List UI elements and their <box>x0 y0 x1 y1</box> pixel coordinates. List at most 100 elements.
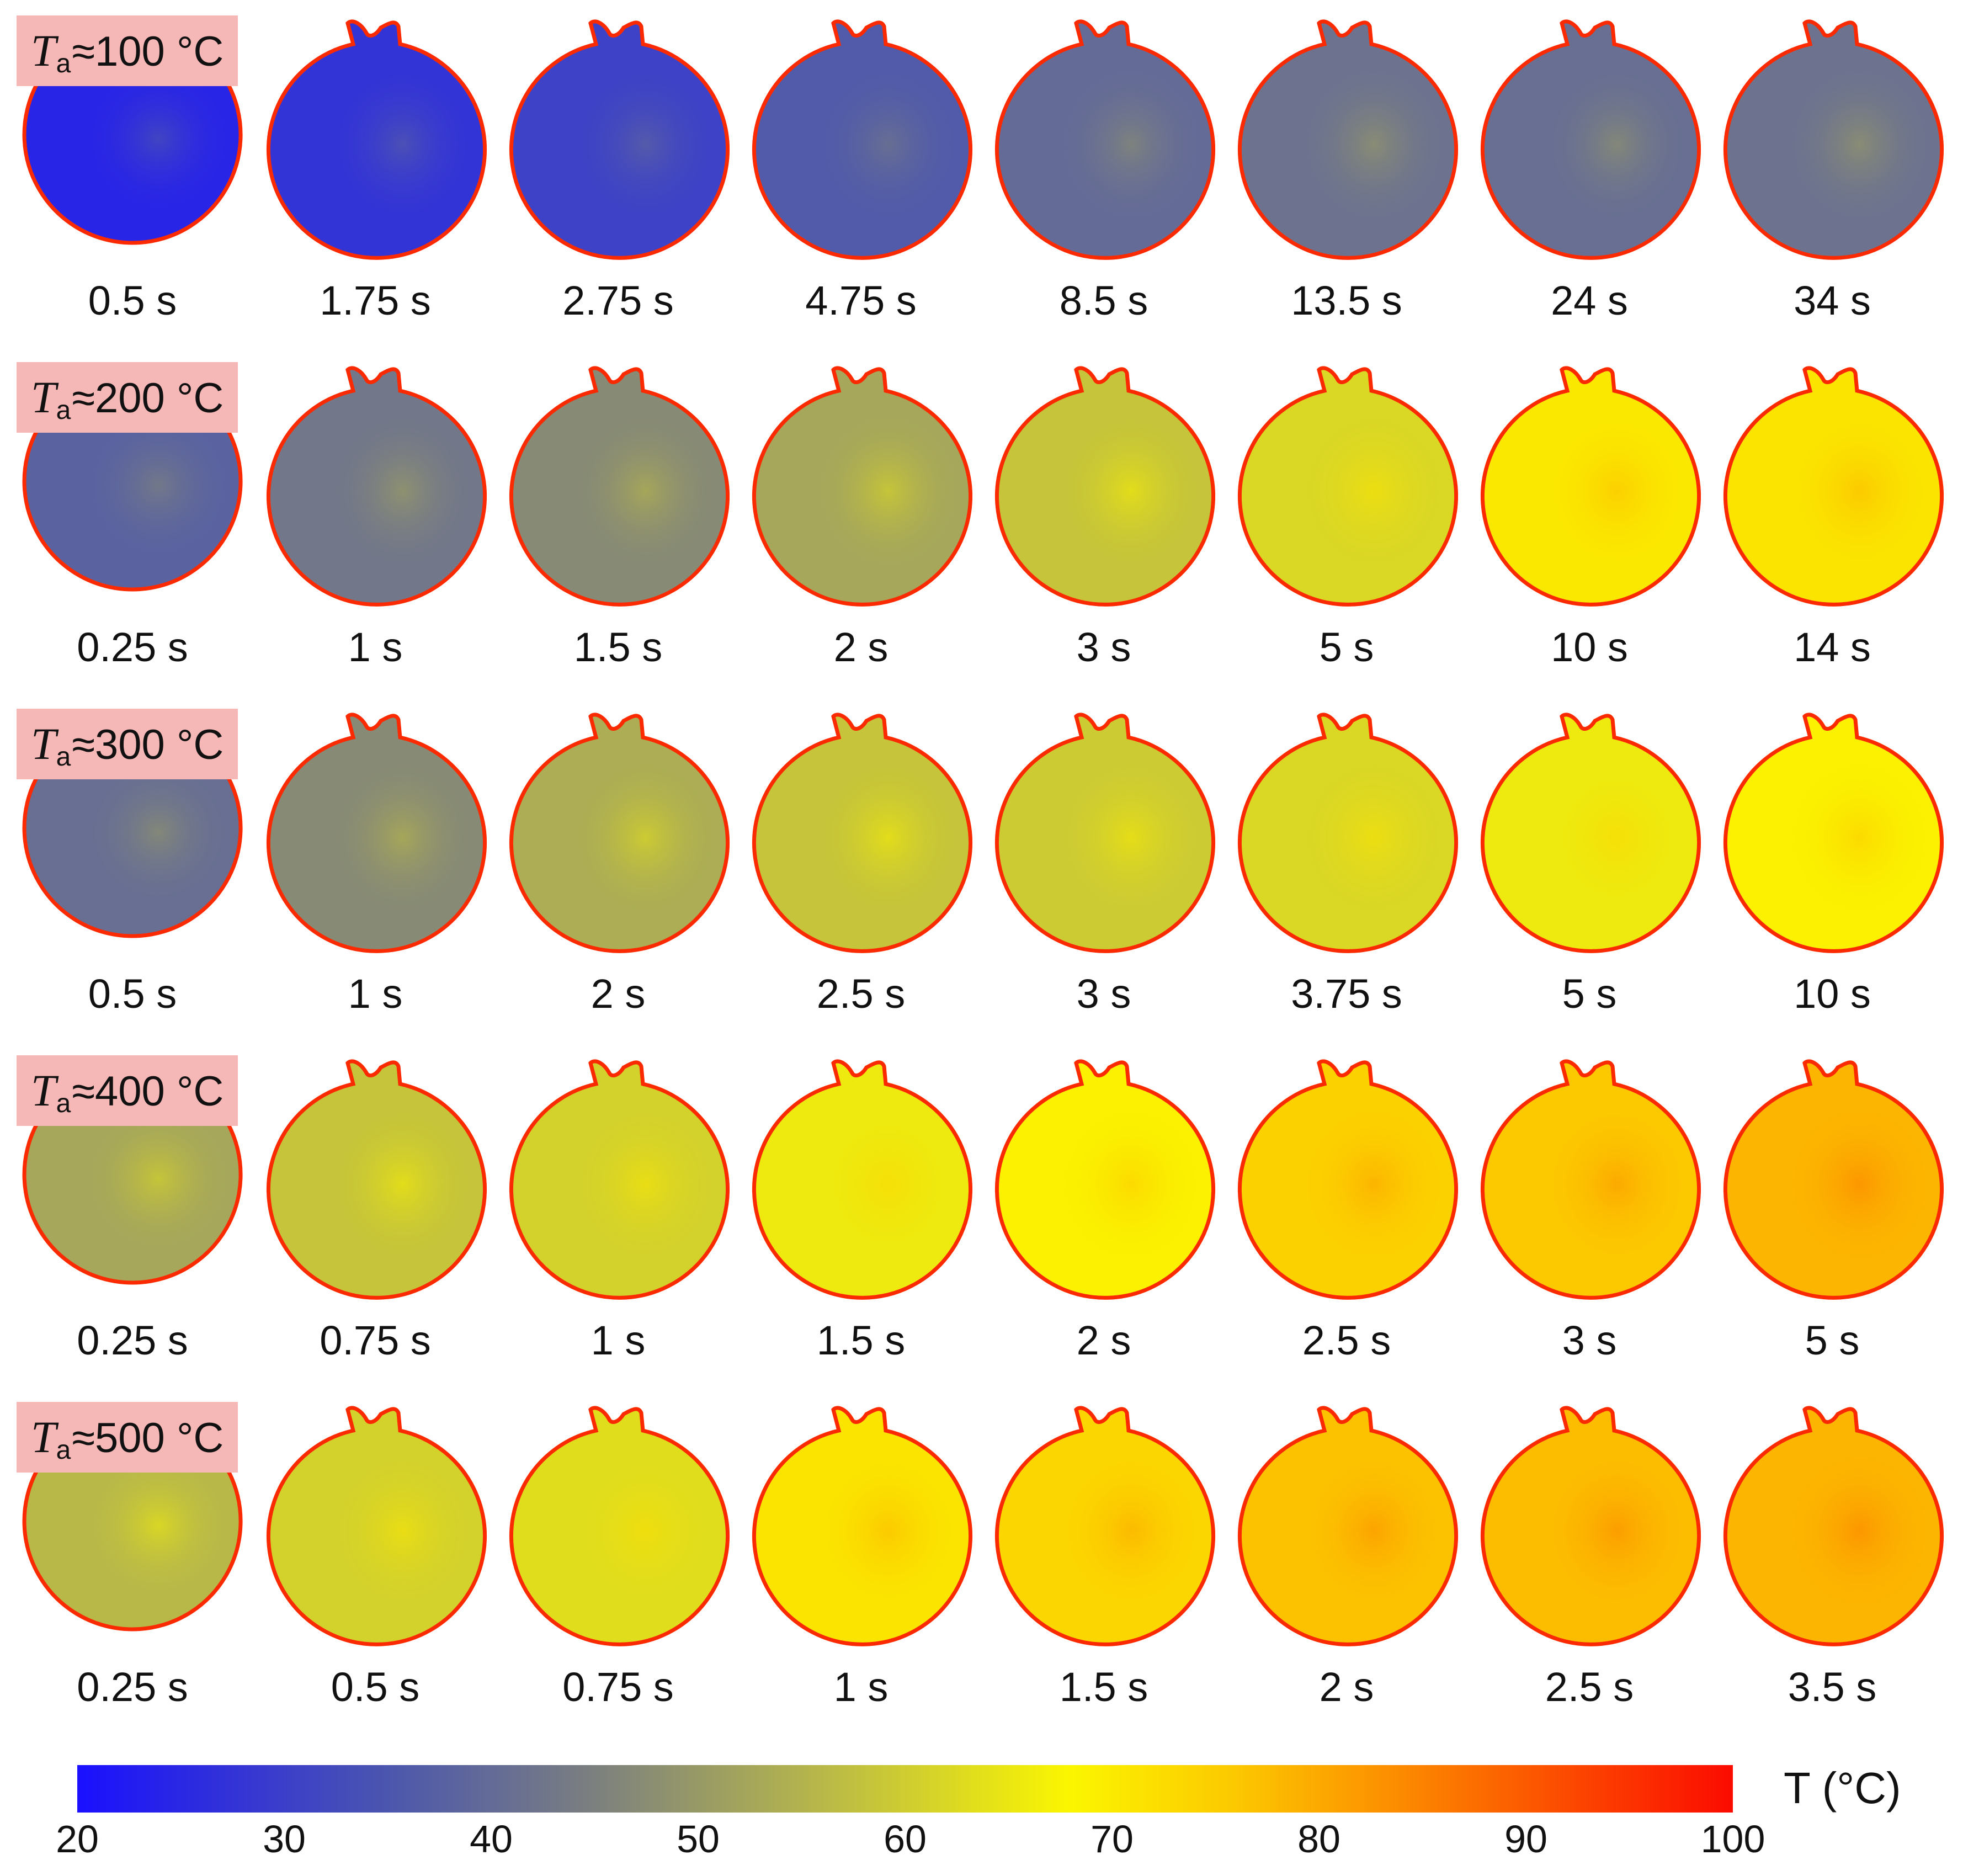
disc-heat-overlay <box>511 368 728 605</box>
thermal-frame: 2 s <box>740 347 982 693</box>
thermal-frame: 14 s <box>1711 347 1954 693</box>
disc-heat-overlay <box>1239 1061 1456 1298</box>
label-symbol: T <box>31 372 56 422</box>
frame-time: 2.5 s <box>1545 1664 1634 1710</box>
frame-time: 8.5 s <box>1059 278 1148 323</box>
disc-heat-overlay <box>511 1061 728 1298</box>
thermal-frame: 5 s <box>1225 347 1468 693</box>
frame-time: 2 s <box>591 971 646 1017</box>
experiment-row-3: Ta≈300 °C 0.5 s 1 s 2 s 2.5 s 3 s 3.75 s 5 s 10 … <box>0 693 1963 1040</box>
experiment-row-5: Ta≈500 °C 0.25 s 0.5 s 0.75 s 1 s 1.5 s 2 s 2.5… <box>0 1386 1963 1733</box>
colorbar-tick-label: 100 <box>1700 1817 1765 1861</box>
thermal-frame: 3.75 s <box>1225 693 1468 1040</box>
thermal-disc-image <box>267 1059 487 1300</box>
thermal-frame: 1.75 s <box>254 0 497 347</box>
disc-heat-overlay <box>754 1407 971 1645</box>
thermal-frame: 13.5 s <box>1225 0 1468 347</box>
thermal-disc-image <box>752 1406 972 1646</box>
thermal-disc-image <box>1238 19 1458 260</box>
thermal-frame: 3 s <box>982 347 1225 693</box>
disc-heat-overlay <box>754 714 971 952</box>
thermal-disc-image <box>995 713 1215 953</box>
thermal-frame: 1 s <box>497 1040 740 1386</box>
experiment-row-1: Ta≈100 °C 0.5 s 1.75 s 2.75 s 4.75 s 8.5 s 13.… <box>0 0 1963 347</box>
thermal-disc-image <box>267 19 487 260</box>
thermal-frame: 0.5 s <box>254 1386 497 1733</box>
thermal-disc-image <box>1481 1406 1701 1646</box>
frame-time: 4.75 s <box>805 278 917 323</box>
thermal-frame: 24 s <box>1468 0 1711 347</box>
frame-time: 3 s <box>1076 971 1131 1017</box>
frame-time: 2 s <box>833 624 889 670</box>
disc-heat-overlay <box>754 21 971 258</box>
thermal-frame: 2 s <box>982 1040 1225 1386</box>
thermal-disc-image <box>1238 1406 1458 1646</box>
frame-time: 2 s <box>1076 1317 1131 1363</box>
frame-time: 0.75 s <box>562 1664 674 1710</box>
frame-time: 5 s <box>1319 624 1374 670</box>
label-subscript: a <box>56 1089 71 1118</box>
frame-time: 1.5 s <box>573 624 663 670</box>
label-value: ≈400 °C <box>72 1068 224 1115</box>
colorbar-tick-label: 90 <box>1504 1817 1547 1861</box>
thermal-frame: 2.5 s <box>1225 1040 1468 1386</box>
thermal-disc-image <box>1723 713 1944 953</box>
frame-time: 1 s <box>591 1317 646 1363</box>
label-symbol: T <box>31 25 56 76</box>
disc-heat-overlay <box>268 714 485 952</box>
thermal-disc-image <box>1723 366 1944 607</box>
thermal-disc-image <box>509 1406 730 1646</box>
disc-heat-overlay <box>511 1407 728 1645</box>
thermal-disc-image <box>752 1059 972 1300</box>
thermal-frame: 4.75 s <box>740 0 982 347</box>
thermal-image-grid: Ta ≈100 °C 0.5 s 1.75 s 2.75 s 4.75 s 8.5 s 13.… <box>0 0 1963 1733</box>
thermal-frame: 1.5 s <box>982 1386 1225 1733</box>
thermal-disc-image <box>1723 1059 1944 1300</box>
thermal-frame: 0.75 s <box>254 1040 497 1386</box>
thermal-frame: 1 s <box>254 347 497 693</box>
label-value: ≈500 °C <box>72 1415 224 1462</box>
disc-heat-overlay <box>997 1407 1214 1645</box>
disc-heat-overlay <box>1725 714 1942 952</box>
frame-time: 24 s <box>1551 278 1628 323</box>
disc-heat-overlay <box>268 1407 485 1645</box>
ambient-temperature-label: Ta≈200 °C <box>17 362 238 433</box>
thermal-frame: 2.75 s <box>497 0 740 347</box>
thermal-disc-image <box>1481 1059 1701 1300</box>
thermal-frame: 5 s <box>1468 693 1711 1040</box>
label-symbol: T <box>31 1412 56 1462</box>
disc-heat-overlay <box>1725 21 1942 258</box>
colorbar-tick-label: 50 <box>677 1817 720 1861</box>
thermal-frame: 3 s <box>982 693 1225 1040</box>
label-subscript: a <box>56 742 71 772</box>
frame-time: 14 s <box>1794 624 1871 670</box>
frame-time: 1 s <box>833 1664 889 1710</box>
frame-time: 1.75 s <box>320 278 431 323</box>
disc-heat-overlay <box>1482 1407 1699 1645</box>
disc-heat-overlay <box>997 1061 1214 1298</box>
frame-time: 3 s <box>1076 624 1131 670</box>
frame-time: 2 s <box>1319 1664 1374 1710</box>
frame-time: 1 s <box>348 971 403 1017</box>
frame-time: 1.5 s <box>816 1317 906 1363</box>
label-value: ≈100 °C <box>72 28 224 75</box>
thermal-disc-image <box>267 366 487 607</box>
label-symbol: T <box>31 719 56 769</box>
temperature-colorbar <box>77 1765 1733 1813</box>
frame-time: 1 s <box>348 624 403 670</box>
colorbar-tick-label: 30 <box>263 1817 306 1861</box>
thermal-frame: 2.5 s <box>1468 1386 1711 1733</box>
thermal-frame: 0.75 s <box>497 1386 740 1733</box>
frame-time: 0.25 s <box>77 624 188 670</box>
thermal-disc-image <box>995 366 1215 607</box>
frame-time: 10 s <box>1794 971 1871 1017</box>
colorbar-tick-label: 20 <box>56 1817 99 1861</box>
thermal-disc-image <box>509 1059 730 1300</box>
frame-time: 5 s <box>1805 1317 1860 1363</box>
disc-heat-overlay <box>1239 714 1456 952</box>
colorbar-tick-label: 40 <box>470 1817 513 1861</box>
frame-time: 0.5 s <box>88 278 177 323</box>
frame-time: 34 s <box>1794 278 1871 323</box>
thermal-disc-image <box>1481 713 1701 953</box>
thermal-disc-image <box>995 1059 1215 1300</box>
